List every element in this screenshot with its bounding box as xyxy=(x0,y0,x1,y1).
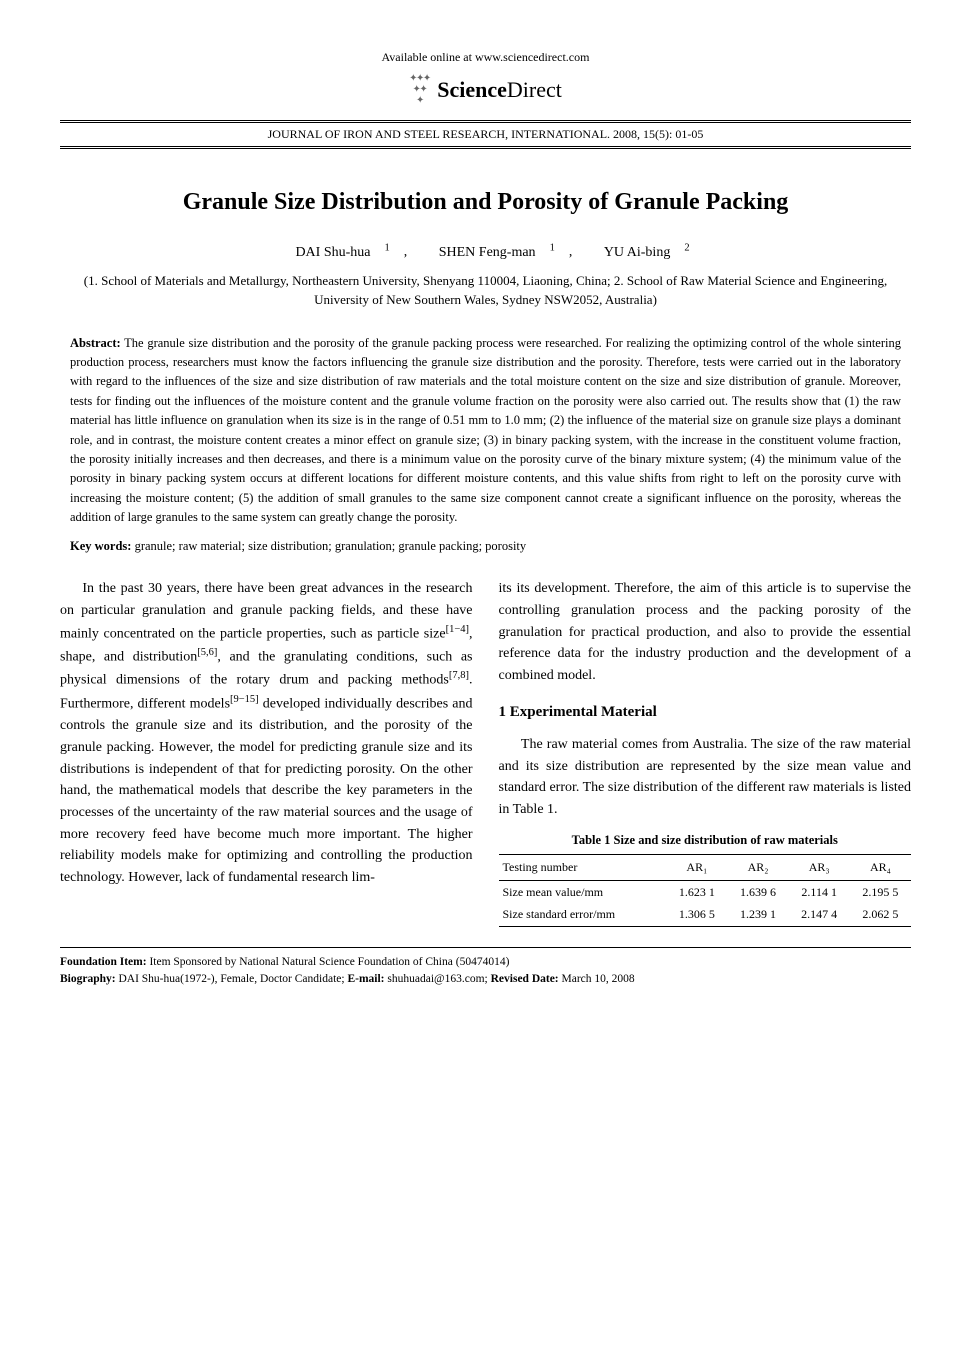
brand-name: ScienceDirect xyxy=(437,77,562,103)
keywords-text: granule; raw material; size distribution… xyxy=(135,539,527,553)
author-list: DAI Shu-hua1, SHEN Feng-man1, YU Ai-bing… xyxy=(60,242,911,261)
abstract-label: Abstract: xyxy=(70,336,121,350)
section-1-paragraph: The raw material comes from Australia. T… xyxy=(499,734,912,821)
email-label: E-mail: xyxy=(347,973,384,985)
left-column: In the past 30 years, there have been gr… xyxy=(60,578,473,927)
table-row: Size standard error/mm 1.306 5 1.239 1 2… xyxy=(499,903,912,926)
foundation-footnote: Foundation Item: Item Sponsored by Natio… xyxy=(60,954,911,971)
brand-bold: Science xyxy=(437,77,507,102)
table-1-caption: Table 1 Size and size distribution of ra… xyxy=(499,831,912,850)
table-col-1: AR₁ xyxy=(666,855,727,881)
foundation-text: Item Sponsored by National Natural Scien… xyxy=(149,956,509,968)
table-row: Size mean value/mm 1.623 1 1.639 6 2.114… xyxy=(499,880,912,903)
table-col-0: Testing number xyxy=(499,855,667,881)
author-3: YU Ai-bing2 xyxy=(590,245,690,260)
author-2: SHEN Feng-man1 xyxy=(425,245,555,260)
table-col-4: AR₄ xyxy=(850,855,911,881)
sciencedirect-icon: ✦ ✦ ✦✦ ✦✦ xyxy=(409,73,429,106)
section-1-heading: 1 Experimental Material xyxy=(499,701,912,724)
keywords-block: Key words: granule; raw material; size d… xyxy=(70,539,901,554)
brand-light: Direct xyxy=(507,77,562,102)
body-columns: In the past 30 years, there have been gr… xyxy=(60,578,911,927)
biography-label: Biography: xyxy=(60,973,116,985)
right-column: its its development. Therefore, the aim … xyxy=(499,578,912,927)
abstract-block: Abstract: The granule size distribution … xyxy=(70,334,901,528)
table-1: Testing number AR₁ AR₂ AR₃ AR₄ Size mean… xyxy=(499,854,912,927)
foundation-label: Foundation Item: xyxy=(60,956,147,968)
keywords-label: Key words: xyxy=(70,539,131,553)
biography-text: DAI Shu-hua(1972-), Female, Doctor Candi… xyxy=(118,973,347,985)
email-text: shuhuadai@163.com; xyxy=(387,973,490,985)
author-1: DAI Shu-hua1 xyxy=(281,245,389,260)
affiliations: (1. School of Materials and Metallurgy, … xyxy=(60,271,911,310)
table-col-3: AR₃ xyxy=(789,855,850,881)
publisher-logo-row: ✦ ✦ ✦✦ ✦✦ ScienceDirect xyxy=(60,73,911,106)
biography-footnote: Biography: DAI Shu-hua(1972-), Female, D… xyxy=(60,971,911,988)
revised-label: Revised Date: xyxy=(491,973,559,985)
intro-continuation: its its development. Therefore, the aim … xyxy=(499,578,912,686)
journal-citation-bar: JOURNAL OF IRON AND STEEL RESEARCH, INTE… xyxy=(60,120,911,149)
table-col-2: AR₂ xyxy=(727,855,788,881)
available-online-text: Available online at www.sciencedirect.co… xyxy=(60,50,911,65)
table-header-row: Testing number AR₁ AR₂ AR₃ AR₄ xyxy=(499,855,912,881)
intro-paragraph: In the past 30 years, there have been gr… xyxy=(60,578,473,888)
footnotes: Foundation Item: Item Sponsored by Natio… xyxy=(60,947,911,989)
paper-title: Granule Size Distribution and Porosity o… xyxy=(60,189,911,216)
revised-text: March 10, 2008 xyxy=(562,973,635,985)
abstract-text: The granule size distribution and the po… xyxy=(70,336,901,524)
